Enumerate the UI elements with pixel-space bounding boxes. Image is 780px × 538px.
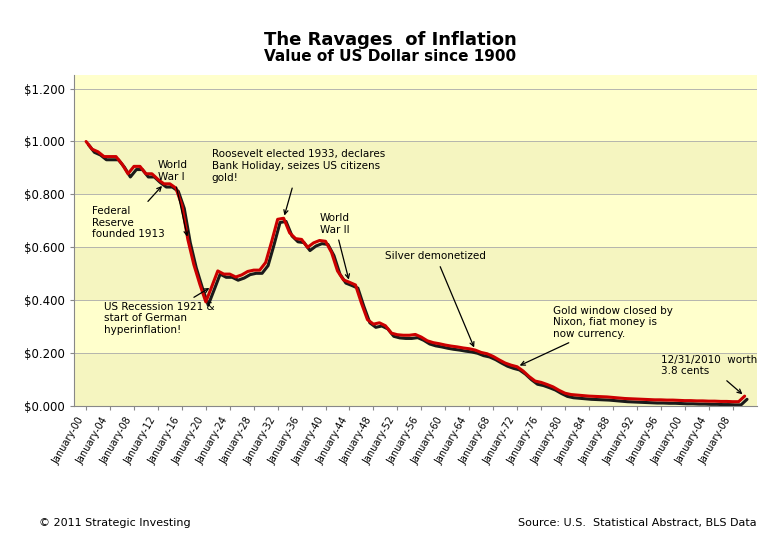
Bar [74, 89, 757, 141]
Text: Source: U.S.  Statistical Abstract, BLS Data: Source: U.S. Statistical Abstract, BLS D… [518, 518, 757, 528]
Text: Silver demonetized: Silver demonetized [385, 251, 486, 346]
Bar [74, 141, 757, 194]
Bar [74, 194, 757, 247]
Text: The Ravages  of Inflation: The Ravages of Inflation [264, 31, 516, 49]
Text: World
War I: World War I [158, 160, 188, 235]
Text: Gold window closed by
Nixon, fiat money is
now currency.: Gold window closed by Nixon, fiat money … [521, 306, 673, 365]
Text: US Recession 1921 &
start of German
hyperinflation!: US Recession 1921 & start of German hype… [104, 289, 214, 335]
Text: World
War II: World War II [320, 213, 349, 278]
Bar [74, 247, 757, 300]
Bar [74, 353, 757, 406]
Text: © 2011 Strategic Investing: © 2011 Strategic Investing [39, 518, 190, 528]
Text: Value of US Dollar since 1900: Value of US Dollar since 1900 [264, 49, 516, 64]
Bar [74, 300, 757, 353]
Text: 12/31/2010  worth
3.8 cents: 12/31/2010 worth 3.8 cents [661, 355, 757, 393]
Text: Federal
Reserve
founded 1913: Federal Reserve founded 1913 [92, 187, 165, 239]
Text: Roosevelt elected 1933, declares
Bank Holiday, seizes US citizens
gold!: Roosevelt elected 1933, declares Bank Ho… [212, 150, 385, 214]
